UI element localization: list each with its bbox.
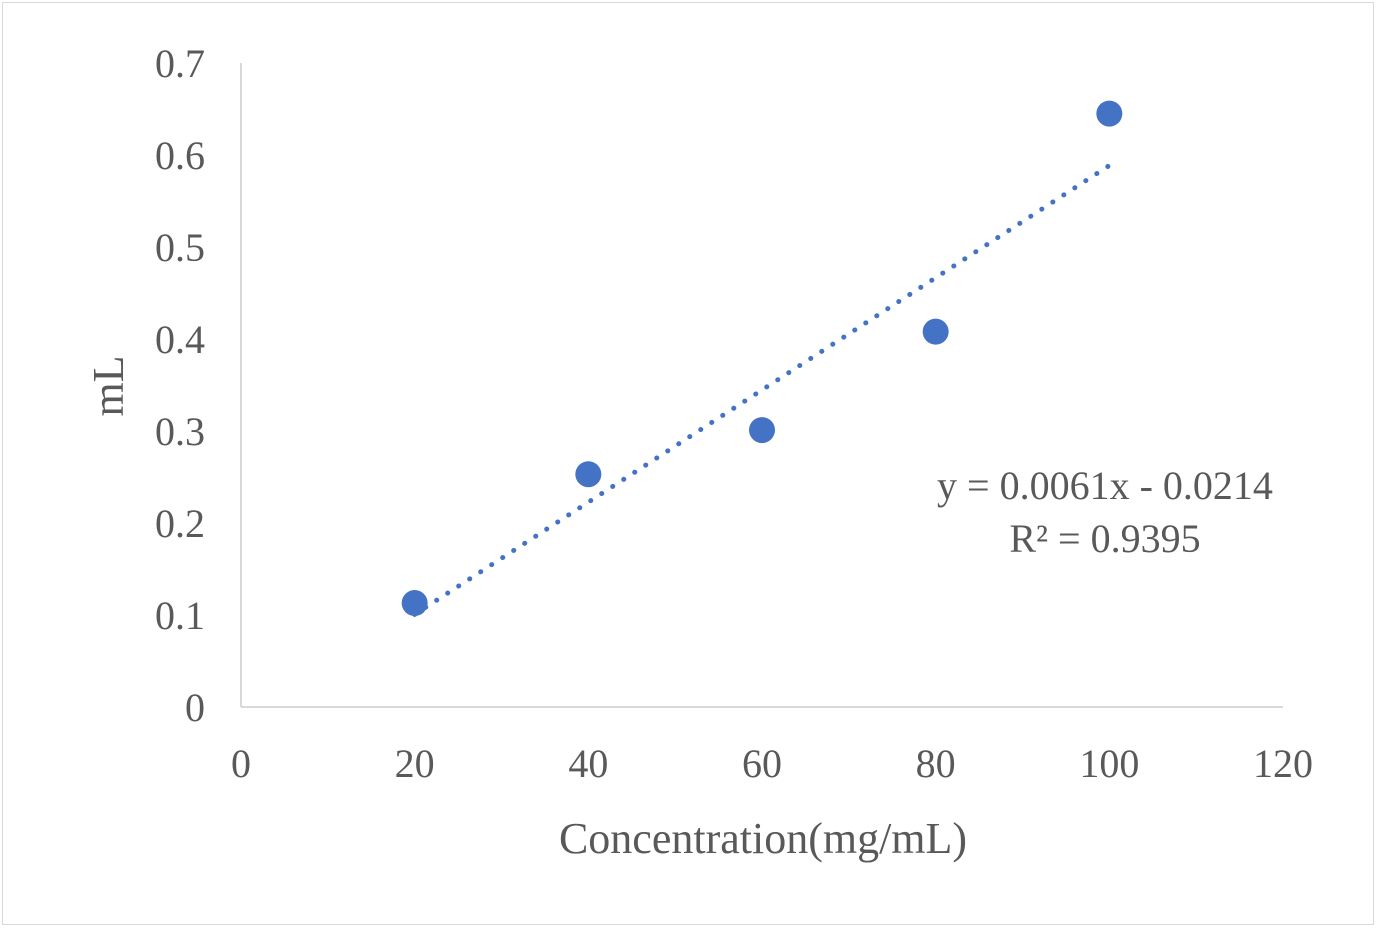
data-point xyxy=(922,318,949,345)
y-tick-label: 0.2 xyxy=(155,501,205,546)
y-tick-label: 0.4 xyxy=(155,317,205,362)
r-squared-label: R² = 0.9395 xyxy=(1009,516,1200,561)
x-tick-label: 120 xyxy=(1253,741,1313,786)
data-point xyxy=(1096,100,1123,127)
x-tick-label: 40 xyxy=(568,741,608,786)
trendline-layer xyxy=(412,162,1112,617)
scatter-chart: 0 0.1 0.2 0.3 0.4 0.5 0.6 0.7 0 20 40 60 80 100 120 Co… xyxy=(84,41,1313,863)
data-points-layer xyxy=(401,100,1123,617)
axes-layer xyxy=(240,63,1283,708)
y-tick-label: 0.3 xyxy=(155,409,205,454)
y-tick-label: 0.1 xyxy=(155,593,205,638)
data-point xyxy=(575,461,602,488)
x-tick-label: 80 xyxy=(916,741,956,786)
trendline xyxy=(412,162,1112,617)
trendline-equation: y = 0.0061x - 0.0214 xyxy=(937,463,1273,508)
tick-labels-layer: 0 0.1 0.2 0.3 0.4 0.5 0.6 0.7 0 20 40 60 80 100 120 xyxy=(155,41,1313,786)
y-axis-title: mL xyxy=(84,355,133,416)
y-tick-label: 0.5 xyxy=(155,225,205,270)
y-tick-label: 0.7 xyxy=(155,41,205,86)
x-axis-title: Concentration(mg/mL) xyxy=(559,814,967,863)
x-tick-label: 100 xyxy=(1079,741,1139,786)
data-point xyxy=(749,417,775,444)
y-tick-label: 0.6 xyxy=(155,133,205,178)
y-tick-label: 0 xyxy=(185,685,205,730)
x-tick-label: 0 xyxy=(231,741,251,786)
x-tick-label: 60 xyxy=(742,741,782,786)
x-tick-label: 20 xyxy=(395,741,435,786)
data-point xyxy=(401,590,428,617)
